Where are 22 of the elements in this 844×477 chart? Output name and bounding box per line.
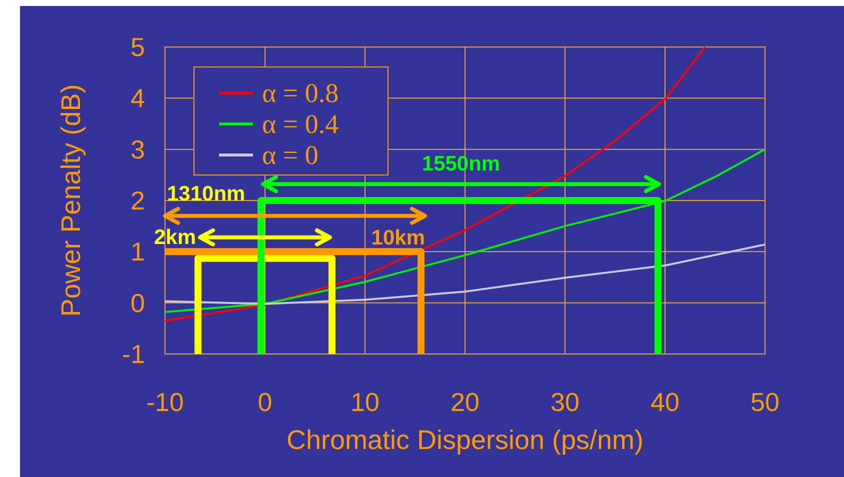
legend-label: α = 0.4 [262,109,340,139]
x-axis-title: Chromatic Dispersion (ps/nm) [286,425,644,455]
annotation: 10km [371,226,425,250]
x-tick-label: 50 [750,387,780,417]
annotation: 1310nm [167,182,246,206]
x-tick-label: 20 [450,387,480,417]
y-tick-label: 4 [130,83,145,114]
legend-label: α = 0 [262,140,318,170]
y-tick-label: 2 [130,186,145,216]
x-tick-label: 0 [258,387,272,417]
y-tick-label: 3 [130,134,145,164]
line-series [164,244,766,305]
x-tick-label: 10 [350,387,380,417]
legend-label: α = 0.8 [262,78,339,108]
y-tick-label: 5 [130,32,145,62]
y-axis-title: Power Penalty (dB) [56,84,86,317]
x-tick-label: 30 [550,387,580,417]
x-tick-label: -10 [146,387,184,417]
y-tick-label: 0 [130,288,145,318]
x-tick-label: 40 [650,387,680,417]
y-tick-label: -1 [122,339,145,369]
y-tick-label: 1 [130,236,145,267]
